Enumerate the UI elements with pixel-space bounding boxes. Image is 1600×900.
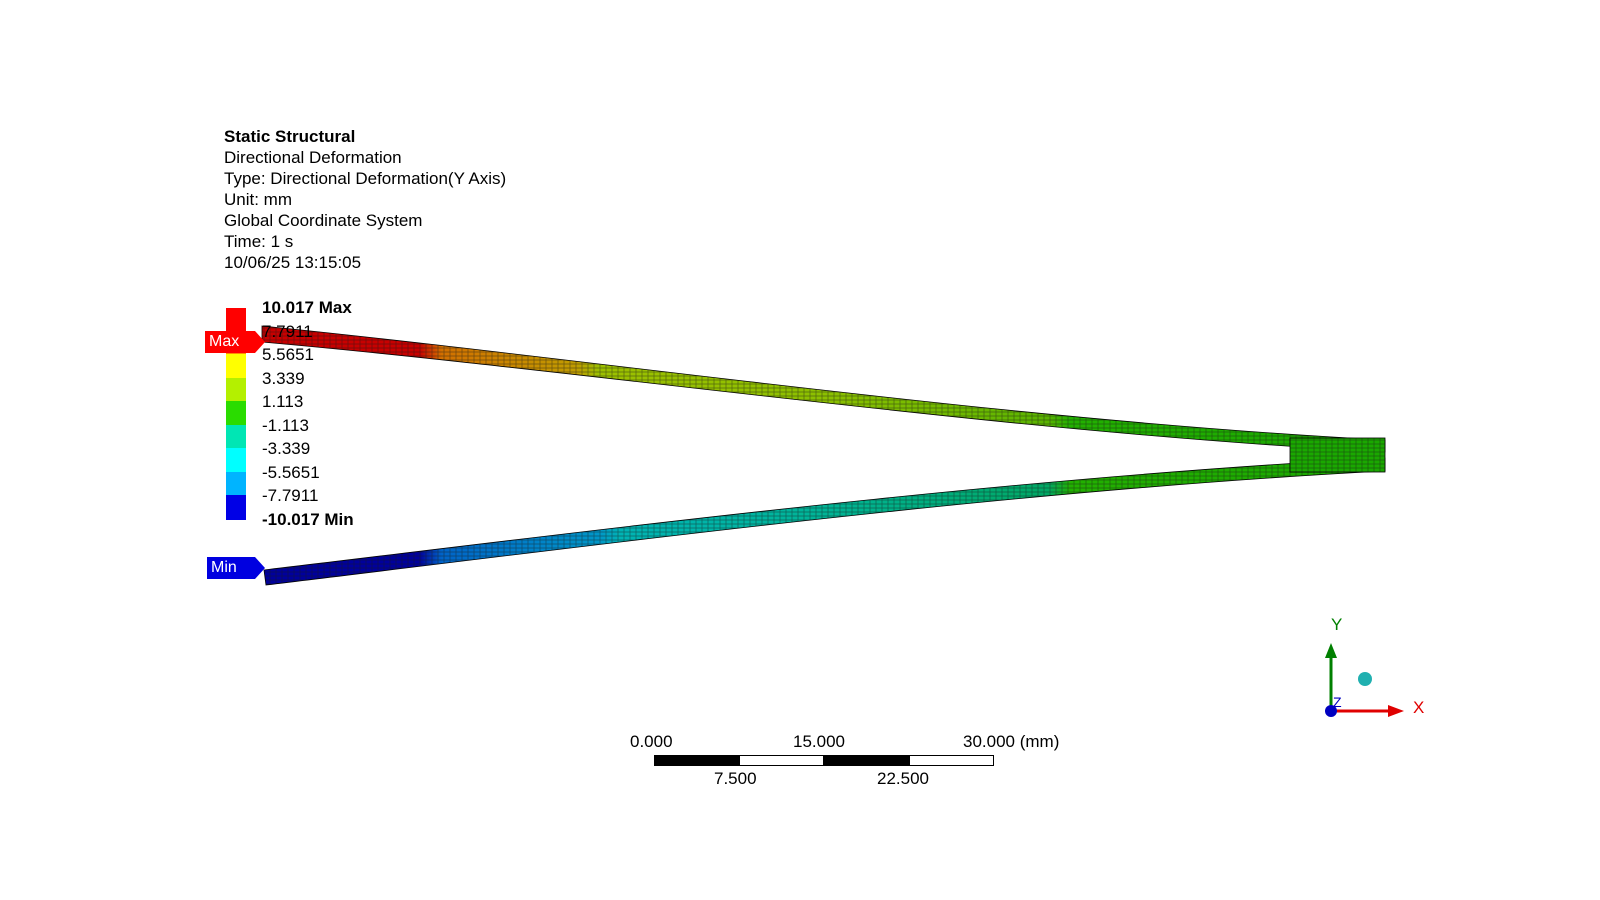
- result-name: Directional Deformation: [224, 148, 402, 167]
- z-axis-origin: [1325, 705, 1337, 717]
- lower-arm-mesh: [264, 458, 1385, 585]
- result-time: Time: 1 s: [224, 232, 294, 251]
- legend-value: 5.5651: [262, 345, 314, 364]
- upper-arm-mesh: [262, 326, 1385, 452]
- result-info: Static Structural Directional Deformatio…: [224, 126, 506, 273]
- max-probe-tag[interactable]: Max: [205, 331, 265, 353]
- legend-value: -1.113: [262, 416, 309, 435]
- legend-swatch: [226, 378, 246, 401]
- z-axis-label: Z: [1333, 694, 1342, 710]
- legend-swatch: [226, 472, 246, 495]
- legend-swatch: [226, 425, 246, 448]
- result-unit: Unit: mm: [224, 190, 292, 209]
- result-type: Type: Directional Deformation(Y Axis): [224, 169, 507, 188]
- min-probe-tag[interactable]: Min: [207, 557, 265, 579]
- y-axis-label: Y: [1331, 615, 1343, 634]
- legend-swatch: [226, 448, 246, 472]
- legend-value: 1.113: [262, 392, 304, 411]
- axis-triad[interactable]: [1325, 643, 1404, 717]
- legend-value: 7.7911: [262, 322, 313, 341]
- legend-value: -5.5651: [262, 463, 320, 482]
- x-axis-label: X: [1413, 698, 1425, 717]
- y-axis-arrow: [1325, 643, 1337, 658]
- analysis-title: Static Structural: [224, 127, 356, 146]
- result-timestamp: 10/06/25 13:15:05: [224, 253, 362, 272]
- legend-swatch: [226, 401, 246, 425]
- legend-swatch: [226, 308, 246, 331]
- legend-value: 3.339: [262, 369, 305, 388]
- legend-value: -7.7911: [262, 486, 319, 505]
- legend-swatch: [226, 354, 246, 378]
- x-axis-arrow: [1388, 705, 1404, 717]
- legend-value: -3.339: [262, 439, 311, 458]
- legend-min-label: -10.017 Min: [262, 510, 354, 529]
- legend-swatch: [226, 495, 246, 520]
- view-sphere: [1358, 672, 1372, 686]
- coordinate-system: Global Coordinate System: [224, 211, 423, 230]
- legend-max-label: 10.017 Max: [262, 298, 352, 317]
